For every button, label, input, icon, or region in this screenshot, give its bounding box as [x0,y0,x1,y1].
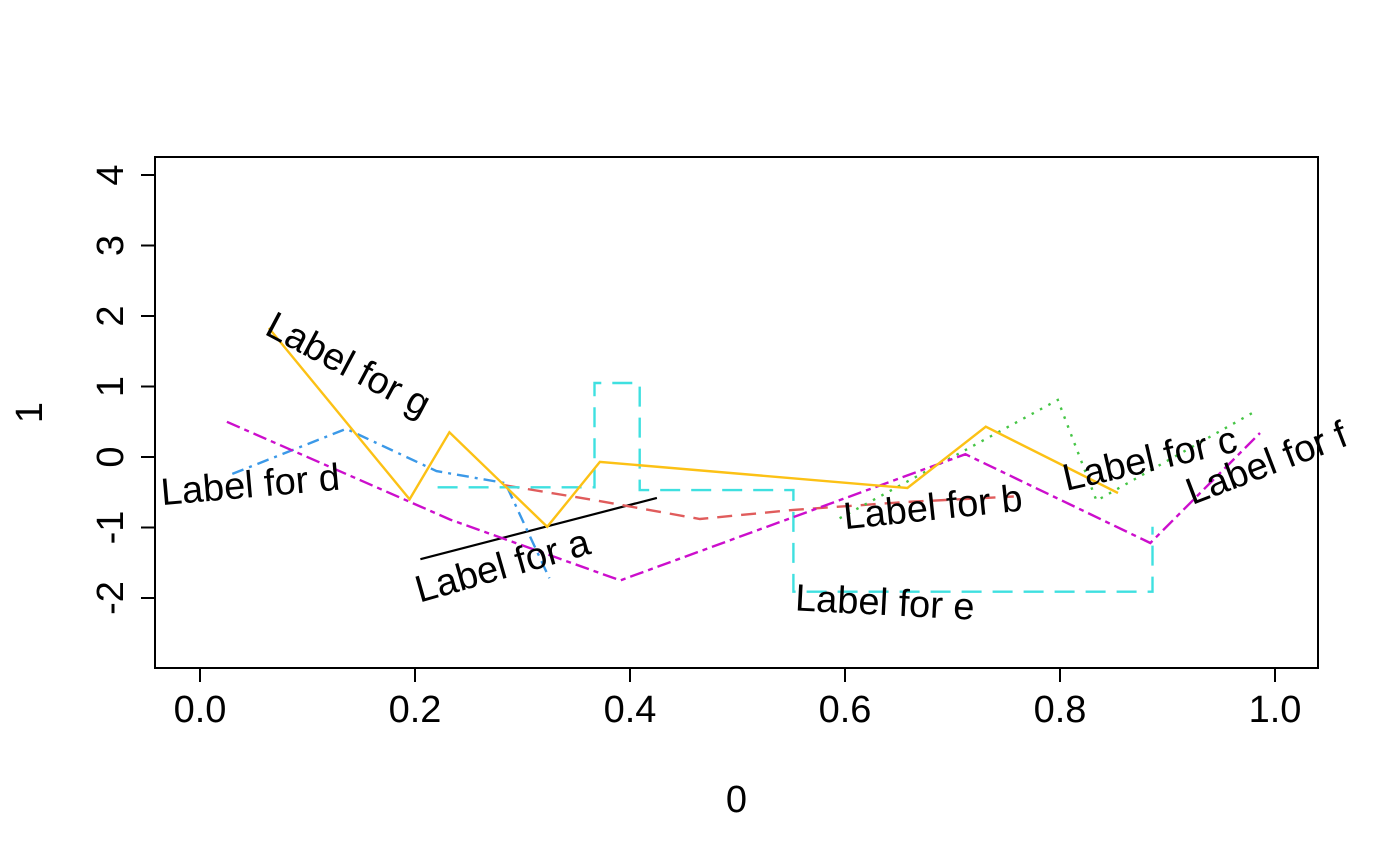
series-line-b [504,484,1014,521]
series-line-e [437,381,1154,593]
series-label-b: Label for b [841,478,1024,539]
series-label-g: Label for g [259,304,437,425]
x-axis-tick-label: 0.6 [819,689,872,731]
y-axis-tick-label: 3 [90,235,132,256]
series-label-a: Label for a [411,521,596,611]
y-axis-tick-label: 1 [90,376,132,397]
x-axis-tick-label: 0.4 [604,689,657,731]
x-axis-tick-label: 0.2 [389,689,442,731]
plot-border [154,156,1319,669]
series-line-d [231,427,551,579]
y-axis-tick-label: -2 [90,581,132,615]
y-axis-title: 1 [9,402,51,423]
x-axis-tick-label: 0.0 [174,689,227,731]
series-line-a [420,496,658,561]
x-axis-tick-label: 0.8 [1034,689,1087,731]
series-label-e: Label for e [794,577,976,628]
series-label-d: Label for d [159,457,342,514]
x-axis-tick-label: 1.0 [1249,689,1302,731]
y-axis-tick-label: -1 [90,511,132,545]
y-axis-tick-label: 0 [90,446,132,467]
y-axis-tick-label: 2 [90,305,132,326]
x-axis-title: 0 [726,779,747,821]
y-axis-tick-label: 4 [90,164,132,185]
series-line-f [226,420,1261,582]
series-line-g [267,327,1119,529]
